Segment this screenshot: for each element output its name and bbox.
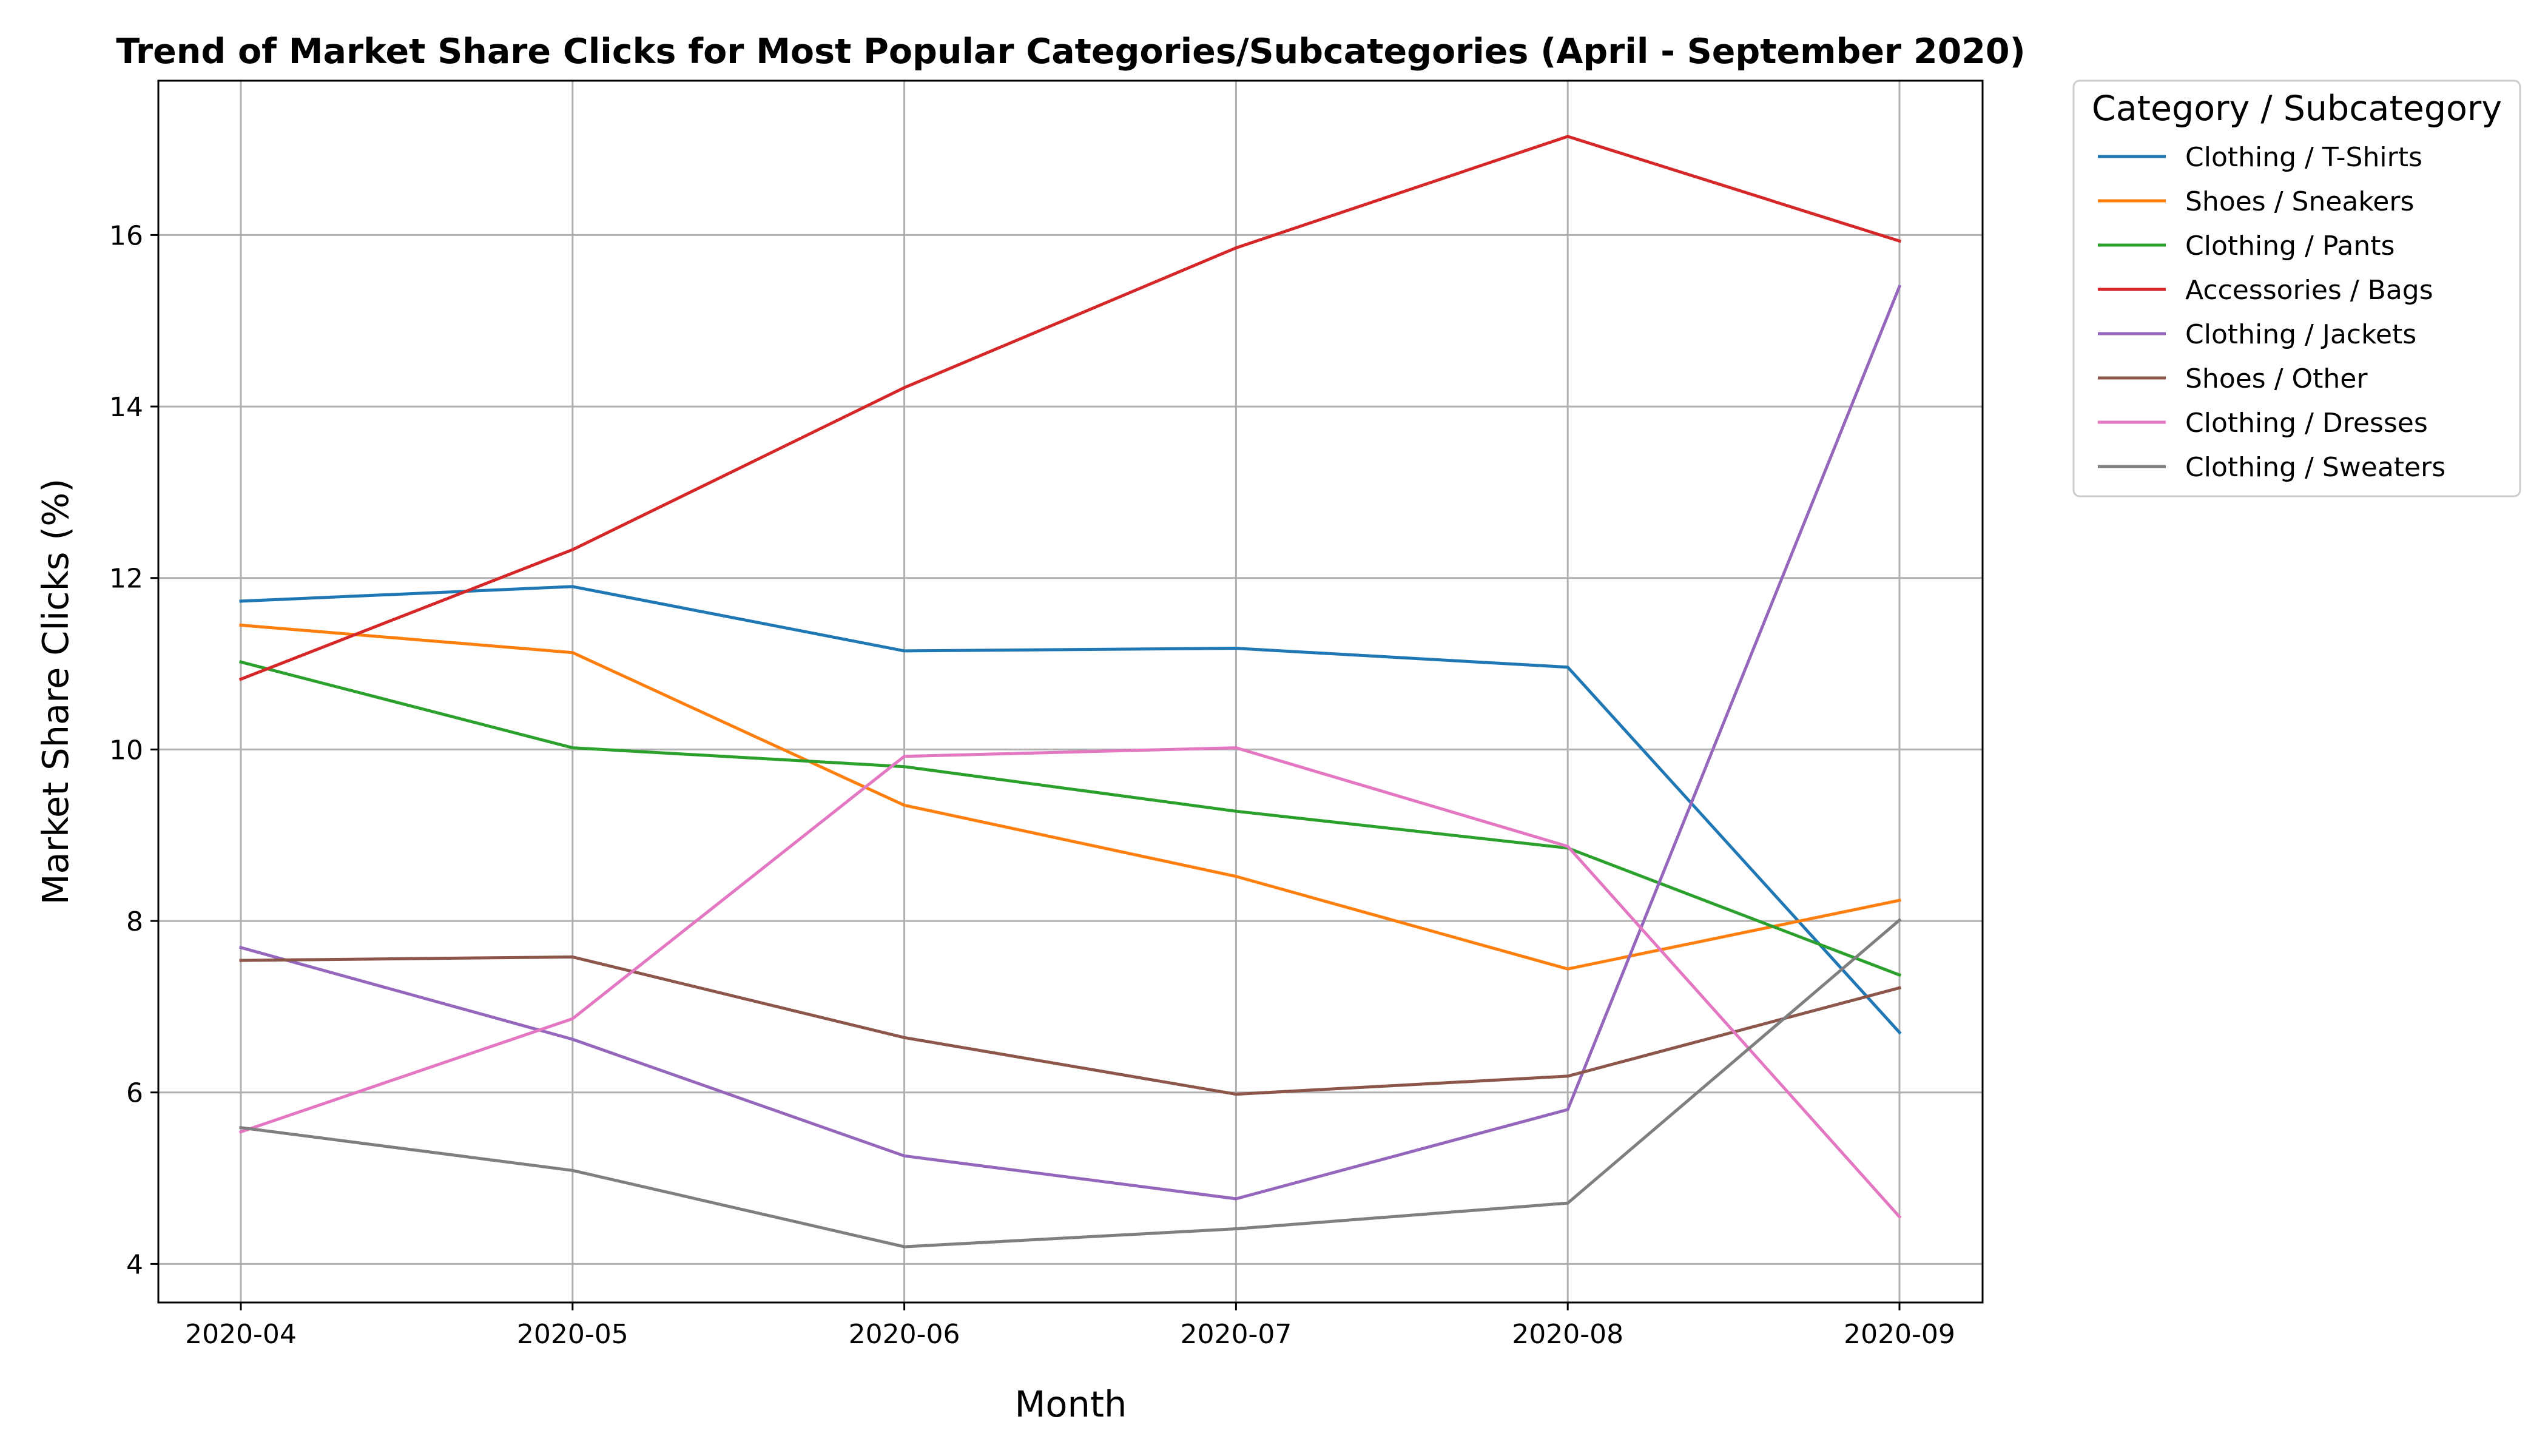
series-line [239, 918, 1902, 1249]
y-axis-label: Market Share Clicks (%) [35, 479, 76, 905]
legend: Category / Subcategory Clothing / T-Shir… [2072, 79, 2521, 497]
x-tick-label: 2020-04 [185, 1319, 297, 1350]
x-tick-label: 2020-08 [1512, 1319, 1623, 1350]
series-line [239, 585, 1902, 1035]
legend-item: Shoes / Sneakers [2098, 186, 2414, 217]
chart-title: Trend of Market Share Clicks for Most Po… [116, 32, 2025, 72]
legend-item: Clothing / Pants [2098, 231, 2395, 261]
series-line [238, 660, 1902, 977]
legend-item: Clothing / Dresses [2098, 408, 2428, 439]
series-line [239, 623, 1901, 971]
legend-label: Shoes / Other [2185, 363, 2368, 394]
series-lines [238, 135, 1902, 1249]
x-axis-label: Month [1015, 1383, 1127, 1425]
x-tick-label: 2020-05 [517, 1319, 629, 1350]
legend-label: Clothing / Dresses [2185, 408, 2428, 439]
legend-item: Accessories / Bags [2098, 275, 2433, 306]
plot-frame [157, 79, 1984, 1304]
x-tick-label: 2020-07 [1180, 1319, 1292, 1350]
legend-label: Shoes / Sneakers [2185, 186, 2414, 217]
x-tick-label: 2020-06 [849, 1319, 960, 1350]
legend-label: Clothing / Pants [2185, 231, 2395, 261]
series-line [238, 135, 1902, 681]
legend-item: Clothing / T-Shirts [2098, 142, 2422, 173]
axis-ticks: 2020-04 2020-05 2020-06 2020-07 2020-08 2020-… [109, 220, 1955, 1350]
y-tick-label: 12 [109, 564, 143, 595]
series-line [239, 955, 1902, 1096]
legend-label: Clothing / Jackets [2185, 319, 2416, 350]
series-line [238, 284, 1902, 1201]
y-tick-label: 6 [126, 1078, 143, 1109]
grid-lines [158, 81, 1983, 1303]
y-tick-label: 16 [109, 220, 143, 251]
y-tick-label: 4 [126, 1249, 143, 1280]
legend-title: Category / Subcategory [2092, 89, 2502, 129]
y-tick-label: 14 [109, 392, 143, 423]
x-tick-label: 2020-09 [1844, 1319, 1955, 1350]
series-line [238, 746, 1902, 1219]
legend-items: Clothing / T-Shirts Shoes / Sneakers Cloth… [2098, 142, 2445, 483]
legend-label: Accessories / Bags [2185, 275, 2433, 306]
y-tick-label: 10 [109, 735, 143, 766]
y-tick-label: 8 [126, 906, 143, 937]
legend-label: Clothing / T-Shirts [2185, 142, 2422, 173]
legend-item: Clothing / Jackets [2098, 319, 2416, 350]
legend-item: Shoes / Other [2098, 363, 2368, 394]
legend-item: Clothing / Sweaters [2098, 452, 2445, 483]
legend-box [2072, 79, 2521, 497]
legend-label: Clothing / Sweaters [2185, 452, 2445, 483]
